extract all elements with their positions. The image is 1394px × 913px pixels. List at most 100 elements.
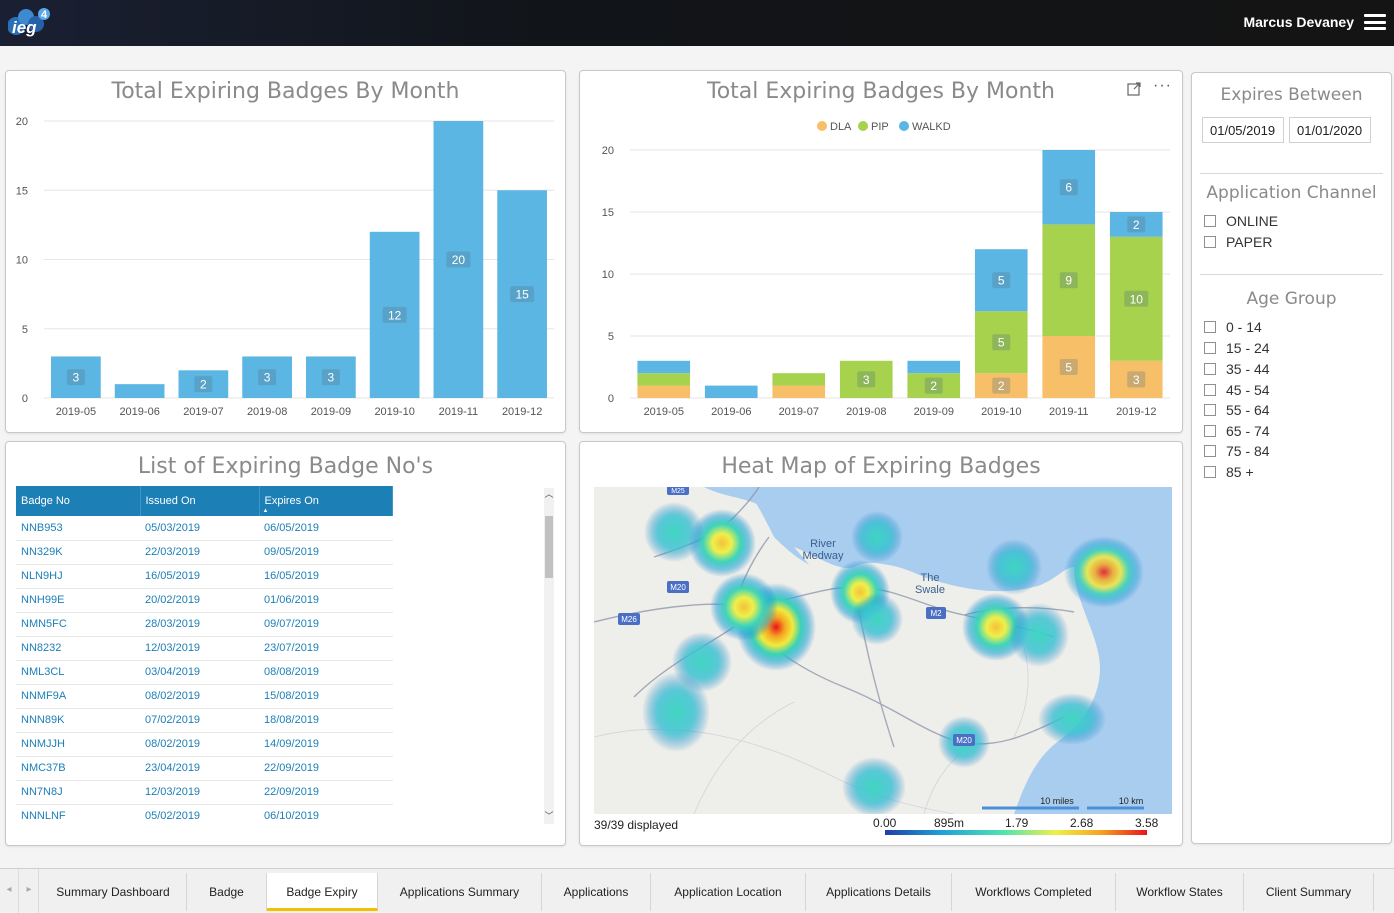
data-label-box xyxy=(1127,371,1146,388)
column-header-expires-on[interactable]: Expires On ▲ xyxy=(259,486,393,516)
user-name[interactable]: Marcus Devaney xyxy=(1243,14,1354,30)
table-row[interactable]: NNNLNF 05/02/2019 06/10/2019 xyxy=(16,804,393,826)
heat-spot xyxy=(710,573,778,641)
date-from-input[interactable]: 01/05/2019 xyxy=(1202,117,1284,143)
svg-text:ieg: ieg xyxy=(12,18,37,37)
expand-icon[interactable] xyxy=(1126,81,1142,97)
heat-spot xyxy=(851,593,903,645)
heat-spot xyxy=(1038,693,1106,745)
tab-applications-summary[interactable]: Applications Summary xyxy=(378,873,542,911)
x-tick-label: 2019-05 xyxy=(644,406,684,418)
y-tick-label: 0 xyxy=(22,393,28,405)
table-row[interactable]: NMC37B 23/04/2019 22/09/2019 xyxy=(16,756,393,781)
data-label: 12 xyxy=(388,308,402,322)
bar-segment xyxy=(772,373,826,386)
table-cell: 09/07/2019 xyxy=(259,612,393,637)
y-tick-label: 5 xyxy=(608,331,614,343)
data-label-box xyxy=(1059,359,1078,375)
x-tick-label: 2019-07 xyxy=(183,406,223,418)
tab-badge-expiry[interactable]: Badge Expiry xyxy=(267,873,378,911)
legend-label: WALKD xyxy=(912,121,951,133)
filter-sidebar: Expires Between 01/05/2019 01/01/2020 Ap… xyxy=(1191,72,1392,844)
map-label-the-swale: The Swale xyxy=(915,572,945,596)
table-cell: NNNLNF xyxy=(16,804,140,826)
chart-panel-stacked-expiring: Total Expiring Badges By Month ··· 0 5 10 1… xyxy=(579,70,1183,433)
table-cell: 23/07/2019 xyxy=(259,636,393,661)
y-tick-label: 15 xyxy=(602,207,614,219)
table-cell: 01/06/2019 xyxy=(259,588,393,613)
tab-application-location[interactable]: Application Location xyxy=(651,873,806,911)
table-cell: 08/02/2019 xyxy=(140,684,259,709)
tab-workflow-states[interactable]: Workflow States xyxy=(1116,873,1244,911)
table-row[interactable]: NNH99E 20/02/2019 01/06/2019 xyxy=(16,588,393,613)
data-label: 5 xyxy=(998,336,1005,350)
tab-applications-details[interactable]: Applications Details xyxy=(806,873,952,911)
data-label: 3 xyxy=(1133,373,1140,387)
tab-applications[interactable]: Applications xyxy=(542,873,651,911)
table-cell: 16/05/2019 xyxy=(259,564,393,589)
scroll-down-icon[interactable]: ﹀ xyxy=(544,811,554,821)
chevron-right-icon[interactable]: ▸ xyxy=(20,869,39,913)
tab-badge[interactable]: Badge xyxy=(187,873,267,911)
divider xyxy=(1200,274,1383,275)
column-header-issued-on[interactable]: Issued On xyxy=(140,486,260,516)
data-label: 5 xyxy=(1065,361,1072,375)
table-row[interactable]: NMN5FC 28/03/2019 09/07/2019 xyxy=(16,612,393,637)
ellipsis-icon[interactable]: ··· xyxy=(1153,77,1172,94)
date-to-input[interactable]: 01/01/2020 xyxy=(1289,117,1371,143)
heat-map[interactable]: M25 M20 M26 M2 M20 River Medway The Swale … xyxy=(594,487,1172,814)
tab-summary-dashboard[interactable]: Summary Dashboard xyxy=(40,873,187,911)
svg-text:M2: M2 xyxy=(930,609,942,618)
x-tick-label: 2019-08 xyxy=(247,406,287,418)
table-cell: 22/09/2019 xyxy=(259,756,393,781)
table-row[interactable]: NML3CL 03/04/2019 08/08/2019 xyxy=(16,660,393,685)
heat-spot xyxy=(851,511,903,563)
data-label-box xyxy=(382,306,407,323)
chart-title: Total Expiring Badges By Month xyxy=(111,79,460,104)
data-label-box xyxy=(992,334,1011,351)
table-row[interactable]: NNMJJH 08/02/2019 14/09/2019 xyxy=(16,732,393,757)
data-label: 2 xyxy=(998,379,1005,393)
tab-workflows-completed[interactable]: Workflows Completed xyxy=(952,873,1116,911)
table-row[interactable]: NN329K 22/03/2019 09/05/2019 xyxy=(16,540,393,565)
data-label-box xyxy=(924,377,943,394)
hamburger-menu-icon[interactable] xyxy=(1364,14,1386,30)
data-label: 2 xyxy=(930,379,937,393)
data-label-box xyxy=(1124,290,1149,307)
table-row[interactable]: NN8232 12/03/2019 23/07/2019 xyxy=(16,636,393,661)
bar-segment xyxy=(1042,150,1096,225)
table-scrollbar[interactable]: ︿ ﹀ xyxy=(544,488,554,824)
bar-segment xyxy=(772,385,826,398)
table-cell: 06/10/2019 xyxy=(259,804,393,826)
table-cell: NNMJJH xyxy=(16,732,140,757)
x-tick-label: 2019-10 xyxy=(374,406,414,418)
ieg4-logo[interactable]: ieg 4 xyxy=(8,4,52,40)
x-tick-label: 2019-11 xyxy=(1049,406,1089,418)
data-label: 20 xyxy=(452,253,466,267)
table-row[interactable]: NN7N8J 12/03/2019 22/09/2019 xyxy=(16,780,393,805)
divider xyxy=(1200,173,1383,174)
table-row[interactable]: NLN9HJ 16/05/2019 16/05/2019 xyxy=(16,564,393,589)
bar-segment xyxy=(637,385,691,398)
list-title: List of Expiring Badge No's xyxy=(137,454,434,479)
chevron-left-icon[interactable]: ◂ xyxy=(0,869,19,913)
table-cell: NN329K xyxy=(16,540,140,565)
y-tick-label: 15 xyxy=(16,185,28,197)
scroll-up-icon[interactable]: ︿ xyxy=(544,489,554,499)
table-cell: 16/05/2019 xyxy=(140,564,259,589)
column-header-badge-no[interactable]: Badge No xyxy=(16,486,141,516)
heatmap-title: Heat Map of Expiring Badges xyxy=(721,454,1041,479)
bar-segment xyxy=(637,360,691,374)
scrollbar-thumb[interactable] xyxy=(545,516,553,578)
table-row[interactable]: NNMF9A 08/02/2019 15/08/2019 xyxy=(16,684,393,709)
table-cell: 07/02/2019 xyxy=(140,708,259,733)
x-tick-label: 2019-05 xyxy=(56,406,96,418)
data-label-box xyxy=(258,369,277,386)
road-label-m20: M20 xyxy=(667,581,689,593)
table-row[interactable]: NNB953 05/03/2019 06/05/2019 xyxy=(16,516,393,541)
data-label: 9 xyxy=(1065,274,1072,288)
tab-client-summary[interactable]: Client Summary xyxy=(1244,873,1374,911)
data-label: 3 xyxy=(328,371,335,385)
table-cell: NMC37B xyxy=(16,756,140,781)
table-row[interactable]: NNN89K 07/02/2019 18/08/2019 xyxy=(16,708,393,733)
